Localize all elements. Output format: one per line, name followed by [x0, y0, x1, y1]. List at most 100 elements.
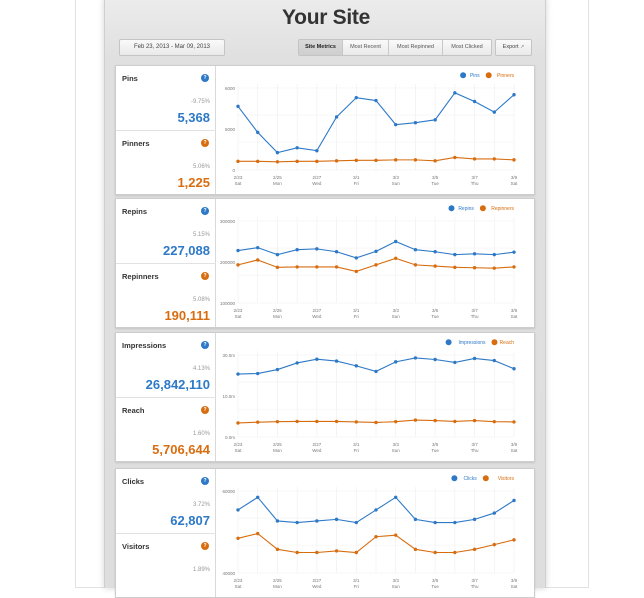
legend-icon	[451, 475, 458, 482]
data-point	[453, 155, 457, 160]
data-point	[492, 110, 496, 114]
x-tick-date: 2/23	[234, 578, 243, 583]
help-icon[interactable]: ?	[201, 542, 209, 550]
stat-value: 5,368	[177, 110, 210, 125]
data-point	[334, 359, 339, 363]
x-tick-day: Wed	[312, 584, 322, 589]
chart-svg: 0.0m10.0m30.0m2/23Sat2/25Mon2/27Wed3/1Fr…	[222, 339, 518, 453]
data-point	[413, 263, 418, 267]
stat-change: 1.89%	[192, 567, 210, 573]
data-point	[453, 360, 457, 365]
tab-most-recent[interactable]: Most Recent	[343, 40, 389, 55]
data-point	[275, 367, 280, 372]
data-point	[256, 371, 260, 376]
metric-card: Clicks? 3.72% 62,807 Visitors? 1.89% 40000 600…	[115, 468, 535, 598]
help-icon[interactable]: ?	[201, 207, 209, 215]
x-tick-date: 3/1	[353, 442, 360, 447]
data-point	[413, 517, 418, 522]
data-point	[354, 256, 358, 260]
stat-value: 62,807	[170, 513, 210, 528]
site-title: Your Site	[282, 6, 370, 29]
help-icon[interactable]: ?	[201, 406, 209, 414]
x-tick-day: Tue	[431, 314, 439, 319]
x-tick-day: Sun	[392, 584, 401, 589]
metric-card: Repins? 5.15% 227,088 Repinners? 5.08% 190,11…	[115, 198, 535, 328]
x-tick-date: 2/27	[312, 308, 321, 313]
stat-change: 3.72%	[192, 502, 210, 508]
data-point	[236, 421, 240, 425]
data-point	[315, 149, 319, 153]
stat-label: Impressions	[122, 341, 167, 350]
data-point	[472, 517, 477, 522]
x-tick-date: 3/5	[432, 175, 439, 180]
legend-label: Pins	[470, 73, 480, 79]
help-icon[interactable]: ?	[201, 341, 209, 349]
data-point	[433, 418, 437, 423]
data-point	[492, 157, 496, 161]
x-tick-day: Thu	[471, 584, 479, 589]
stat-change: 5.15%	[192, 232, 210, 238]
x-tick-day: Sat	[235, 448, 243, 453]
data-point	[334, 517, 339, 522]
x-tick-day: Mon	[273, 181, 282, 186]
data-point	[374, 98, 378, 103]
line-chart: 100000 200000 300000 2/23 Sat 2/25 Mon 2/27 Wed 3…	[216, 199, 534, 327]
data-point	[453, 91, 457, 95]
data-point	[334, 250, 339, 254]
metric-tabs: Site Metrics Most Recent Most Repinned M…	[298, 39, 492, 56]
data-point	[492, 266, 496, 270]
data-point	[236, 536, 240, 541]
data-point	[374, 369, 378, 374]
data-point	[256, 420, 260, 424]
data-point	[453, 265, 457, 270]
x-tick-day: Sat	[235, 584, 243, 589]
data-point	[236, 104, 240, 109]
x-tick-date: 3/9	[511, 175, 518, 180]
data-point	[236, 159, 240, 164]
data-point	[354, 95, 358, 100]
y-tick-label: 60000	[222, 489, 235, 494]
x-tick-date: 3/9	[511, 578, 518, 583]
data-point	[275, 547, 280, 552]
data-point	[472, 157, 477, 161]
data-point	[433, 520, 437, 525]
export-button[interactable]: Export ↗	[495, 39, 532, 56]
y-tick-label: 0	[232, 168, 235, 173]
x-tick-day: Thu	[471, 314, 479, 319]
legend-label: Visitors	[498, 476, 515, 482]
help-icon[interactable]: ?	[201, 477, 209, 485]
tab-most-clicked[interactable]: Most Clicked	[443, 40, 491, 55]
stat-label: Repins	[122, 207, 148, 216]
x-tick-date: 3/3	[393, 308, 400, 313]
x-tick-date: 3/3	[393, 175, 400, 180]
data-point	[433, 357, 437, 362]
external-link-icon: ↗	[520, 44, 525, 50]
data-point	[256, 258, 260, 262]
data-point	[472, 266, 477, 270]
x-tick-date: 2/23	[234, 175, 243, 180]
data-point	[394, 239, 398, 244]
x-tick-date: 2/23	[234, 442, 243, 447]
x-tick-day: Tue	[431, 584, 439, 589]
analytics-panel: Your Site Feb 23, 2013 - Mar 09, 2013 Si…	[104, 0, 546, 598]
help-icon[interactable]: ?	[201, 272, 209, 280]
x-tick-date: 3/3	[393, 578, 400, 583]
x-tick-day: Fri	[354, 584, 359, 589]
date-range-picker[interactable]: Feb 23, 2013 - Mar 09, 2013	[119, 39, 225, 56]
tab-site-metrics[interactable]: Site Metrics	[299, 40, 343, 55]
legend-icon	[448, 205, 455, 212]
data-point	[492, 542, 496, 547]
stat-block: Reach? 1.60% 5,706,644	[116, 397, 216, 461]
x-tick-date: 2/25	[273, 442, 282, 447]
help-icon[interactable]: ?	[201, 74, 209, 82]
data-point	[374, 263, 378, 267]
x-tick-day: Thu	[471, 448, 479, 453]
data-point	[275, 419, 280, 424]
data-point	[413, 547, 418, 552]
tab-most-repinned[interactable]: Most Repinned	[389, 40, 443, 55]
help-icon[interactable]: ?	[201, 139, 209, 147]
y-tick-label: 200000	[220, 260, 236, 265]
y-tick-label: 300000	[220, 219, 236, 224]
x-tick-day: Sun	[392, 314, 401, 319]
data-point	[433, 264, 437, 268]
